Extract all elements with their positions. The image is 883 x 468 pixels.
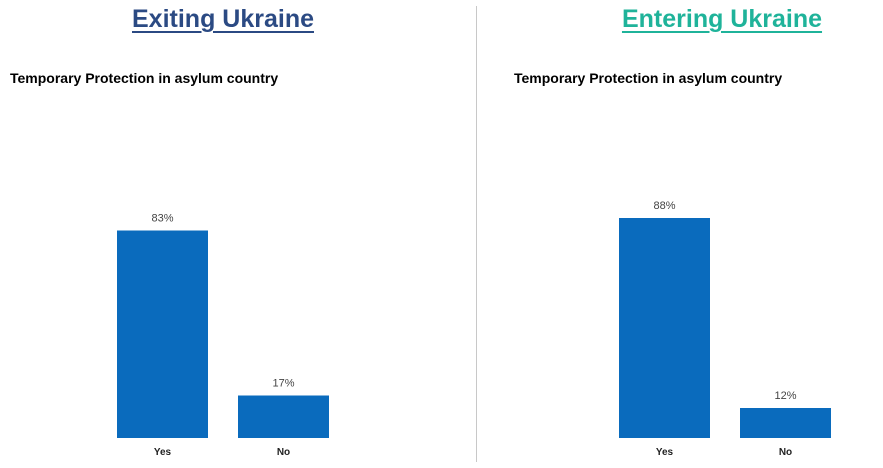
bar-yes [619,218,710,438]
entering-chart-title: Temporary Protection in asylum country [514,70,782,86]
category-label-no: No [779,447,792,458]
exiting-bar-chart: 83% Yes 17% No [0,100,430,468]
bar-yes [117,231,208,439]
value-label-yes: 88% [653,200,675,212]
value-label-no: 12% [774,390,796,402]
exiting-chart-title: Temporary Protection in asylum country [10,70,278,86]
entering-bar-chart: 88% Yes 12% No [453,100,883,468]
exiting-ukraine-panel: Exiting Ukraine Temporary Protection in … [0,0,430,468]
entering-ukraine-panel: Entering Ukraine Temporary Protection in… [453,0,883,468]
exiting-ukraine-heading: Exiting Ukraine [8,5,438,34]
bar-no [238,396,329,439]
category-label-yes: Yes [154,447,172,458]
category-label-no: No [277,447,290,458]
entering-ukraine-heading: Entering Ukraine [507,5,883,34]
category-label-yes: Yes [656,447,674,458]
value-label-yes: 83% [151,213,173,225]
bar-no [740,408,831,438]
value-label-no: 17% [272,378,294,390]
